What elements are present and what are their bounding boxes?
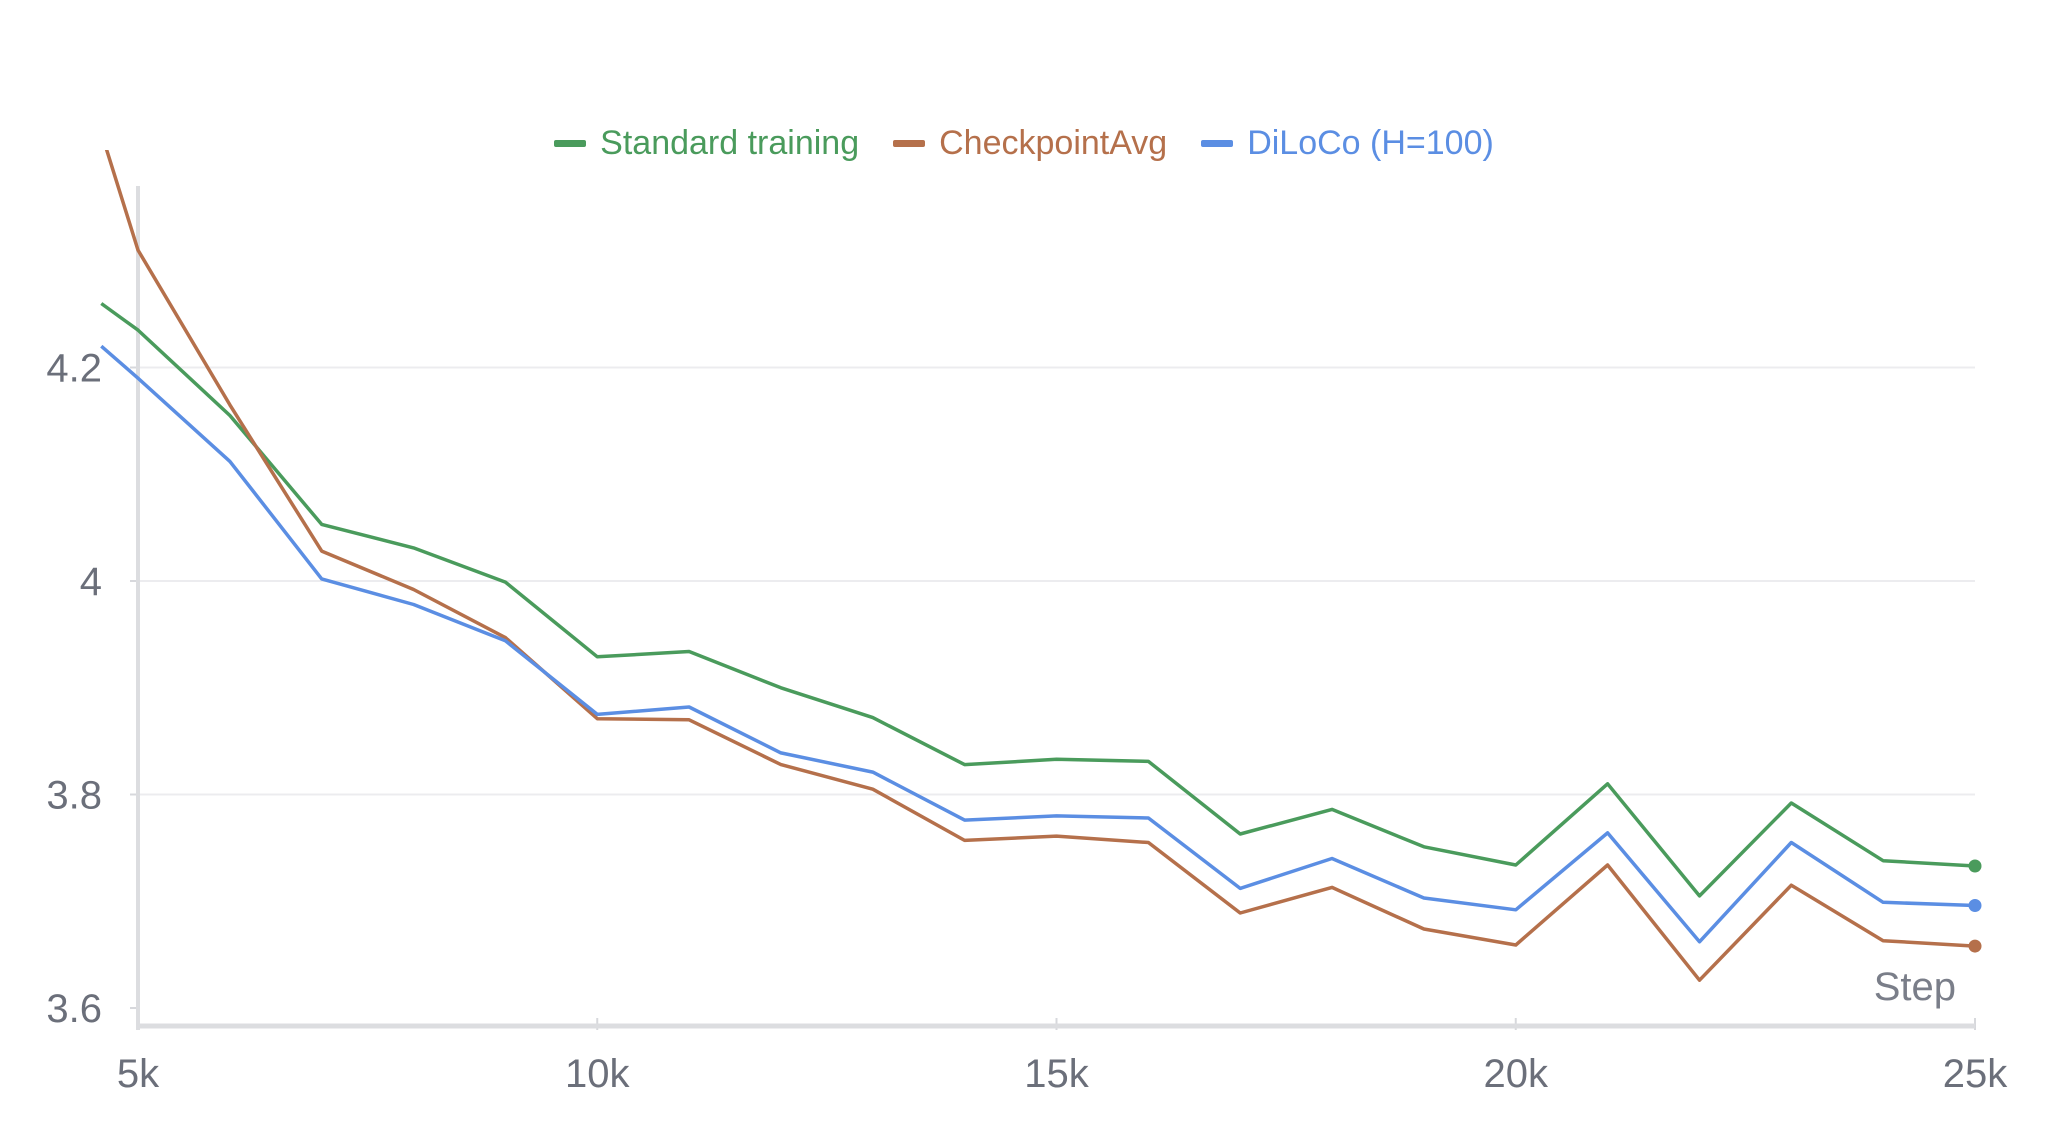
y-tick-label: 3.6 (46, 987, 102, 1031)
legend-label: Standard training (600, 124, 860, 162)
legend-item-diloco[interactable]: DiLoCo (H=100) (1201, 126, 1494, 160)
x-tick-label: 25k (1943, 1052, 2008, 1096)
legend: Standard training CheckpointAvg DiLoCo (… (0, 118, 2048, 168)
series-lines (100, 150, 1982, 982)
legend-item-standard-training[interactable]: Standard training (554, 126, 859, 160)
legend-label: DiLoCo (H=100) (1247, 124, 1494, 162)
x-tick-label: 20k (1484, 1052, 1549, 1096)
series-line-0 (100, 302, 1976, 898)
x-tick-label: 10k (565, 1052, 630, 1096)
legend-swatch (1201, 139, 1234, 147)
y-tick-label: 4.2 (46, 347, 102, 391)
series-endpoint-2 (1968, 899, 1982, 913)
series-endpoint-1 (1968, 939, 1982, 953)
legend-item-checkpointavg[interactable]: CheckpointAvg (893, 126, 1167, 160)
y-tick-label: 4 (80, 560, 102, 604)
legend-swatch (554, 139, 587, 147)
tick-labels: 3.6 3.8 4 4.2 5k 10k 15k 20k 25k (46, 347, 2008, 1097)
legend-swatch (893, 139, 926, 147)
x-tick-label: 5k (117, 1052, 160, 1096)
x-tick-label: 15k (1024, 1052, 1089, 1096)
legend-label: CheckpointAvg (939, 124, 1168, 162)
series-line-1 (104, 150, 1976, 982)
series-endpoint-0 (1968, 859, 1982, 873)
y-tick-label: 3.8 (46, 774, 102, 818)
axes (130, 186, 1976, 1030)
grid (138, 366, 1975, 796)
x-axis-title: Step (1874, 965, 1956, 1009)
series-line-2 (100, 344, 1976, 944)
